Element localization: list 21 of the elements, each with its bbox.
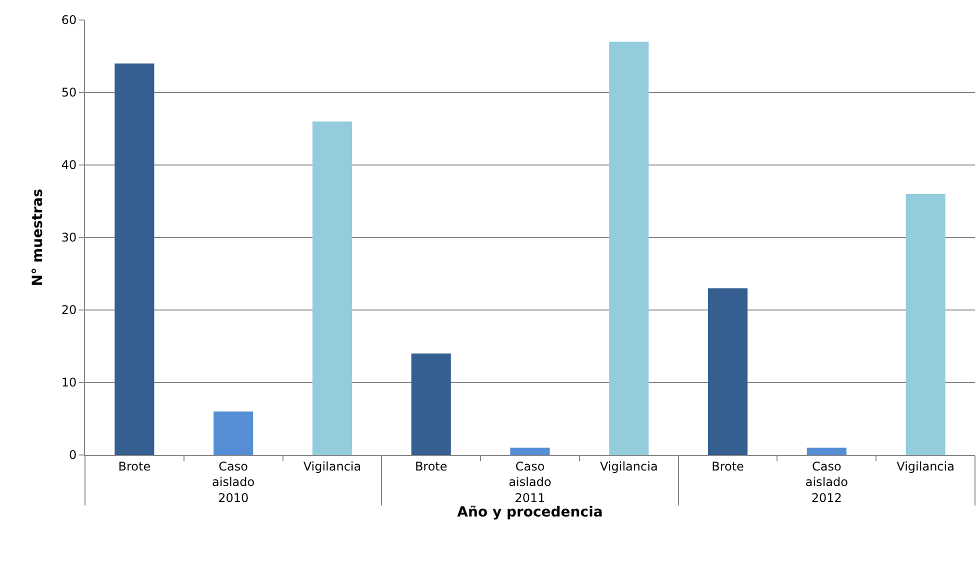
x-axis-title: Año y procedencia <box>457 504 603 520</box>
y-tick-label: 60 <box>61 13 77 28</box>
x-tick-label: Caso aislado <box>212 459 255 489</box>
x-tick-label: Brote <box>414 459 448 474</box>
x-tick-label: Vigilancia <box>600 459 658 474</box>
x-tick-label: Caso aislado <box>508 459 552 489</box>
y-tick-label: 50 <box>61 86 77 100</box>
x-tick-label: Brote <box>118 459 151 474</box>
y-tick-label: 0 <box>68 448 77 462</box>
y-axis-title: N° muestras <box>30 188 46 286</box>
x-tick-label: Vigilancia <box>896 459 954 474</box>
text: 2011 <box>514 491 546 505</box>
y-tick-label: 40 <box>61 158 77 172</box>
x-tick-label: Caso aislado <box>805 459 848 489</box>
y-tick-label: 30 <box>61 230 77 245</box>
text: 2010 <box>218 491 249 505</box>
text: 2012 <box>811 491 842 505</box>
x-tick-label: Vigilancia <box>303 459 362 474</box>
x-tick-label: Brote <box>712 459 744 474</box>
y-tick-label: 20 <box>61 303 77 318</box>
y-tick-label: 10 <box>61 376 77 390</box>
